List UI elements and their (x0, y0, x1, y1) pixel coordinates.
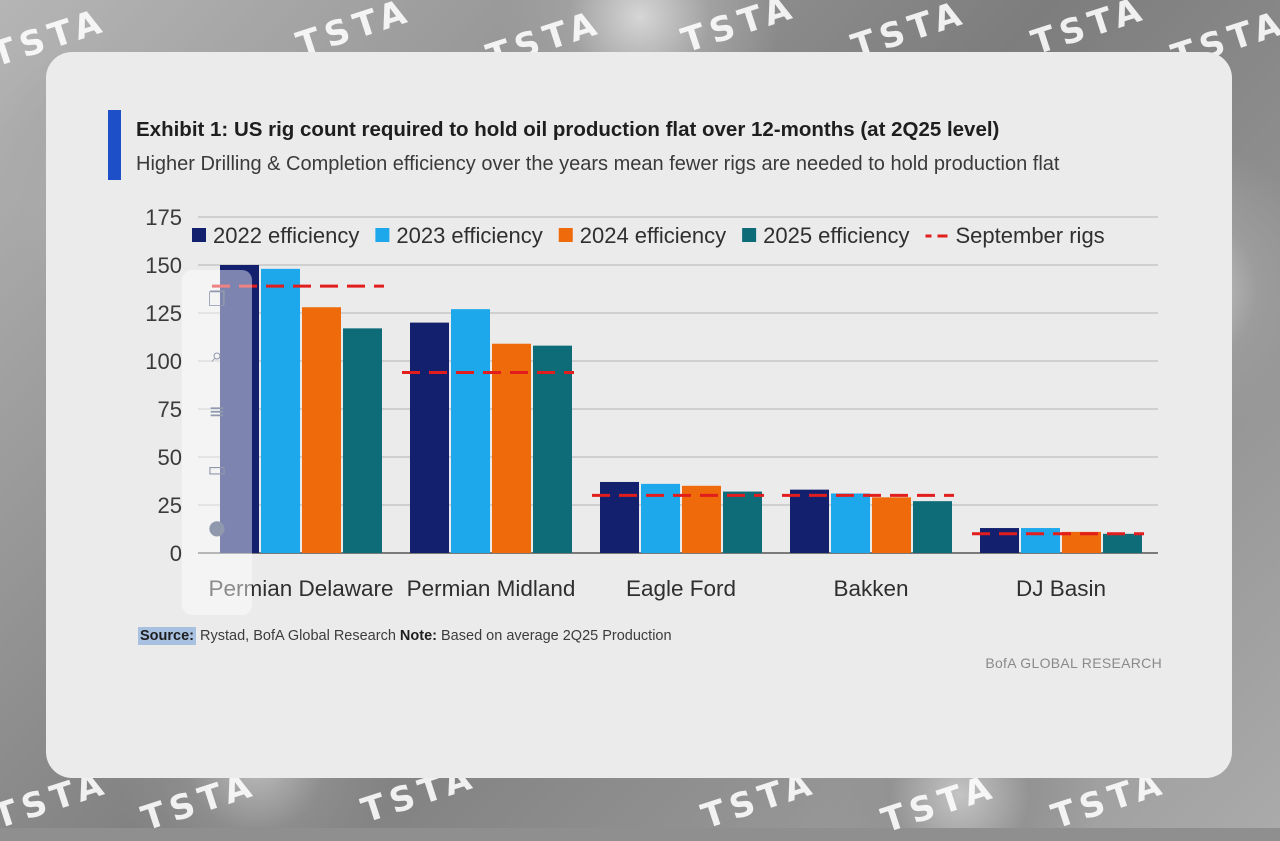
bar (220, 265, 259, 553)
bar (1103, 533, 1142, 553)
legend-label: 2025 efficiency (763, 223, 909, 248)
assistant-icon[interactable]: ● (208, 515, 226, 539)
bar (790, 489, 829, 553)
bar (492, 343, 531, 553)
legend-swatch (558, 228, 573, 242)
y-tick-label: 75 (158, 397, 182, 422)
bar (302, 307, 341, 553)
bar (1021, 528, 1060, 553)
y-tick-label: 25 (158, 493, 182, 518)
y-tick-label: 125 (145, 301, 182, 326)
x-tick-label: Eagle Ford (626, 576, 736, 601)
x-tick-label: DJ Basin (1016, 576, 1106, 601)
note-label: Note: (399, 628, 437, 644)
search-icon[interactable]: ⌕ (211, 343, 223, 367)
bar (872, 497, 911, 553)
chart-subtitle: Higher Drilling & Completion efficiency … (136, 153, 1060, 175)
x-tick-label: Bakken (833, 576, 908, 601)
bar (600, 481, 639, 553)
chart-title: Exhibit 1: US rig count required to hold… (136, 118, 1000, 141)
bar (831, 493, 870, 553)
bar (451, 309, 490, 553)
side-toolbar: ❐ ⌕ ≡ ▭ ● (182, 270, 252, 615)
y-tick-label: 100 (145, 349, 182, 374)
x-tick-label: Permian Delaware (208, 576, 393, 601)
source-label: Source: (138, 627, 196, 645)
legend-label: 2022 efficiency (213, 223, 359, 248)
bar (723, 491, 762, 553)
translate-icon[interactable]: ≡ (208, 399, 226, 423)
legend-label: 2024 efficiency (580, 223, 726, 248)
y-tick-label: 175 (145, 205, 182, 230)
bar (980, 528, 1019, 553)
legend-label: 2023 efficiency (396, 223, 542, 248)
note-text: Based on average 2Q25 Production (441, 628, 672, 644)
title-accent-bar (108, 110, 121, 180)
legend-swatch (742, 228, 757, 242)
legend-label: September rigs (956, 223, 1105, 248)
bar (682, 485, 721, 553)
bar (1062, 531, 1101, 553)
y-tick-label: 50 (158, 445, 182, 470)
legend-swatch (375, 228, 390, 242)
bar (261, 268, 300, 553)
y-tick-label: 0 (170, 541, 182, 566)
source-text: Rystad, BofA Global Research (200, 628, 396, 644)
chat-icon[interactable]: ▭ (207, 457, 227, 481)
bar (913, 501, 952, 553)
bar (533, 345, 572, 553)
copy-icon[interactable]: ❐ (208, 287, 226, 311)
y-tick-label: 150 (145, 253, 182, 278)
bar (343, 328, 382, 553)
bar (410, 322, 449, 553)
source-note: Source: Rystad, BofA Global Research Not… (138, 627, 672, 645)
legend-swatch (192, 228, 206, 242)
brand-label: BofA GLOBAL RESEARCH (985, 655, 1162, 671)
x-tick-label: Permian Midland (407, 576, 576, 601)
